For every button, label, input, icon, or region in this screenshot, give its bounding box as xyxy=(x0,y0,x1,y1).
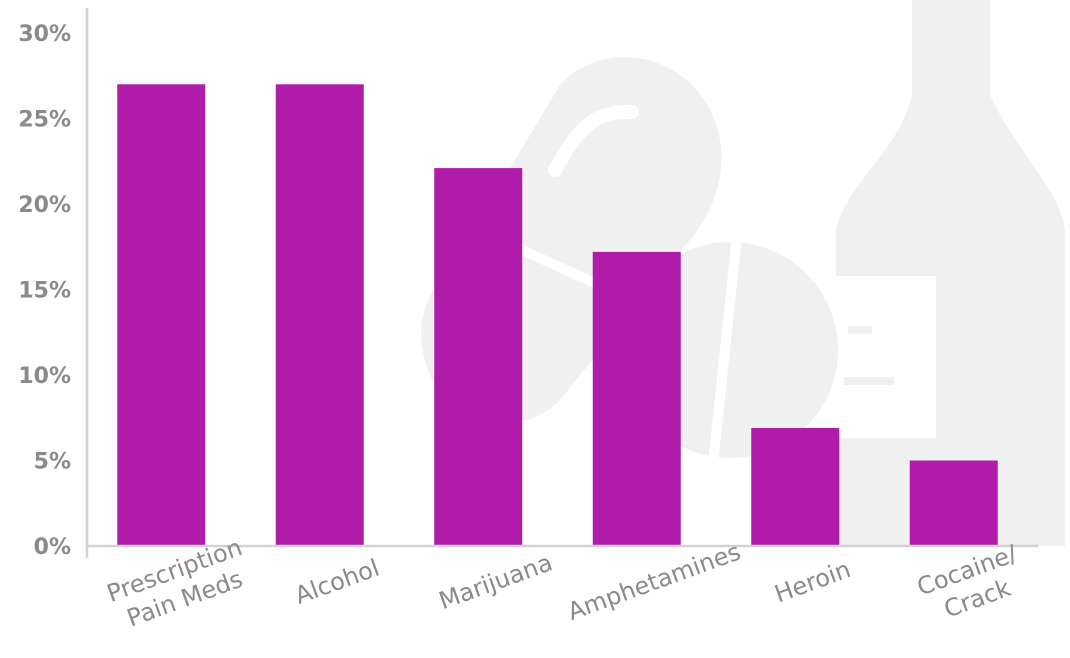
x-tick-label-line: Amphetamines xyxy=(564,538,744,626)
y-axis: 0% 5% 10% 15% 20% 25% 30% xyxy=(18,8,89,560)
y-tick-label: 0% xyxy=(34,535,71,560)
y-tick-labels: 0% 5% 10% 15% 20% 25% 30% xyxy=(18,22,71,560)
bar xyxy=(117,84,206,547)
bottle-icon xyxy=(832,0,1065,546)
bar xyxy=(434,168,523,546)
bars-group xyxy=(117,84,998,547)
x-tick-label: Heroin xyxy=(771,555,855,608)
bar xyxy=(275,84,364,547)
bar xyxy=(751,428,840,546)
x-tick-labels: PrescriptionPain Meds Alcohol Marijuana Amp… xyxy=(103,533,1031,636)
y-tick-label: 25% xyxy=(18,108,71,133)
x-tick-label: Amphetamines xyxy=(564,538,744,626)
bar xyxy=(592,251,681,546)
bar xyxy=(909,460,998,546)
x-axis: PrescriptionPain Meds Alcohol Marijuana Amp… xyxy=(87,533,1038,636)
x-tick-label-line: Heroin xyxy=(771,555,855,608)
y-tick-label: 20% xyxy=(18,193,71,218)
x-tick-label: Marijuana xyxy=(435,548,556,615)
x-tick-label-line: Alcohol xyxy=(291,554,383,610)
y-tick-label: 15% xyxy=(18,279,71,304)
x-tick-label: PrescriptionPain Meds xyxy=(103,533,256,636)
x-tick-label-line: Marijuana xyxy=(435,548,556,615)
x-tick-label: Cocaine/Crack xyxy=(913,539,1031,629)
x-tick-label: Alcohol xyxy=(291,554,383,610)
y-tick-label: 30% xyxy=(18,22,71,47)
y-tick-label: 10% xyxy=(18,364,71,389)
y-tick-label: 5% xyxy=(34,450,71,475)
